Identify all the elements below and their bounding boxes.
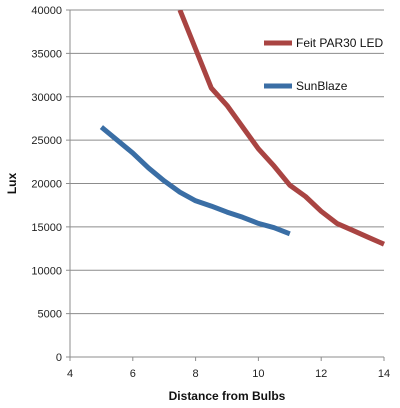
x-axis-title: Distance from Bulbs [169, 389, 286, 403]
y-tick-label-5000: 5000 [38, 309, 62, 321]
y-tick-label-35000: 35000 [31, 48, 62, 60]
x-tick-labels: 4 6 8 10 12 14 [67, 368, 390, 380]
series-line-sunblaze [99, 125, 291, 237]
legend-label-sunblaze: SunBlaze [296, 79, 348, 93]
grid-lines [70, 9, 384, 315]
x-tick-label-14: 14 [378, 368, 390, 380]
y-tick-labels: 0 5000 10000 15000 20000 25000 30000 35000 40000 [31, 5, 62, 364]
y-tick-label-40000: 40000 [31, 5, 62, 17]
y-tick-label-20000: 20000 [31, 179, 62, 191]
y-axis-title: Lux [5, 173, 19, 195]
y-tick-label-10000: 10000 [31, 265, 62, 277]
legend-label-feit-par30-led: Feit PAR30 LED [296, 36, 383, 50]
series-line-feit-par30-led [177, 10, 386, 247]
y-tick-label-30000: 30000 [31, 92, 62, 104]
y-tick-label-15000: 15000 [31, 222, 62, 234]
series-lines [99, 10, 386, 247]
x-tick-label-12: 12 [315, 368, 327, 380]
axes [66, 9, 385, 361]
x-tick-label-6: 6 [130, 368, 136, 380]
y-tick-label-0: 0 [56, 352, 62, 364]
x-tick-label-8: 8 [193, 368, 199, 380]
y-tick-label-25000: 25000 [31, 135, 62, 147]
legend: Feit PAR30 LED SunBlaze [264, 36, 383, 93]
x-tick-label-4: 4 [67, 368, 73, 380]
x-tick-label-10: 10 [252, 368, 264, 380]
